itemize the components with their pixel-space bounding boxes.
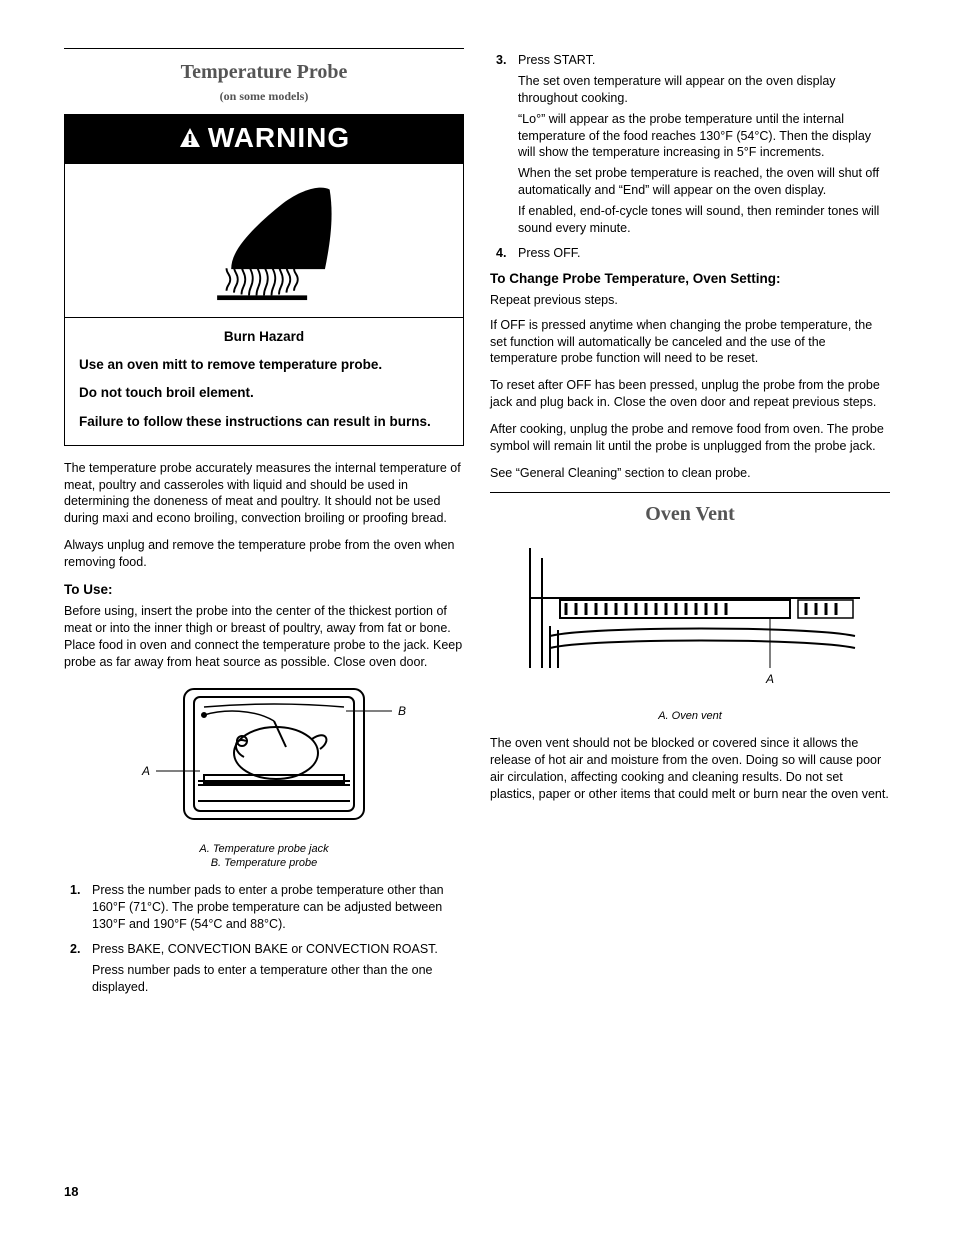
oven-vent-diagram-icon: A — [510, 538, 870, 698]
figure-caption-b: B. Temperature probe — [211, 857, 318, 869]
to-use-body: Before using, insert the probe into the … — [64, 603, 464, 671]
to-use-heading: To Use: — [64, 581, 464, 599]
warning-line-3: Failure to follow these instructions can… — [79, 413, 449, 431]
steps-list-right: Press START. The set oven temperature wi… — [490, 52, 890, 262]
vent-figure-caption: A. Oven vent — [490, 709, 890, 723]
figure-label-a: A — [141, 764, 150, 778]
warning-illustration — [65, 164, 463, 317]
warning-box: WARNING — [64, 114, 464, 446]
warning-line-1: Use an oven mitt to remove temperature p… — [79, 356, 449, 374]
change-p4: After cooking, unplug the probe and remo… — [490, 421, 890, 455]
change-p5: See “General Cleaning” section to clean … — [490, 465, 890, 482]
vent-body: The oven vent should not be blocked or c… — [490, 735, 890, 803]
change-p3: To reset after OFF has been pressed, unp… — [490, 377, 890, 411]
change-p2: If OFF is pressed anytime when changing … — [490, 317, 890, 368]
burn-hazard-title: Burn Hazard — [79, 328, 449, 346]
step-3-a: Press START. — [518, 53, 595, 67]
warning-line-2: Do not touch broil element. — [79, 384, 449, 402]
page-number: 18 — [64, 1183, 78, 1201]
step-2-text-b: Press number pads to enter a temperature… — [92, 962, 464, 996]
probe-figure: A B — [64, 681, 464, 836]
left-column: Temperature Probe (on some models) WARNI… — [64, 48, 464, 1003]
intro-paragraph-2: Always unplug and remove the temperature… — [64, 537, 464, 571]
right-column: Press START. The set oven temperature wi… — [490, 48, 890, 1003]
step-4: Press OFF. — [490, 245, 890, 262]
steps-list-left: Press the number pads to enter a probe t… — [64, 882, 464, 995]
warning-body: Burn Hazard Use an oven mitt to remove t… — [65, 318, 463, 445]
warning-header-text: WARNING — [178, 119, 350, 157]
step-3-c: “Lo°” will appear as the probe temperatu… — [518, 111, 890, 162]
two-column-layout: Temperature Probe (on some models) WARNI… — [64, 48, 890, 1003]
figure-label-b: B — [398, 704, 406, 718]
section-title-oven-vent: Oven Vent — [490, 501, 890, 528]
rule-above-vent — [490, 492, 890, 493]
section-title-temp-probe: Temperature Probe — [64, 59, 464, 86]
step-1: Press the number pads to enter a probe t… — [64, 882, 464, 933]
vent-figure-label-a: A — [765, 672, 774, 686]
intro-paragraph-1: The temperature probe accurately measure… — [64, 460, 464, 528]
warning-header: WARNING — [65, 115, 463, 164]
figure-caption-a: A. Temperature probe jack — [199, 843, 328, 855]
step-1-text: Press the number pads to enter a probe t… — [92, 883, 444, 931]
section-subtitle-temp-probe: (on some models) — [64, 88, 464, 104]
step-2: Press BAKE, CONVECTION BAKE or CONVECTIO… — [64, 941, 464, 996]
vent-figure: A — [490, 538, 890, 703]
rule-top-left — [64, 48, 464, 49]
page: Temperature Probe (on some models) WARNI… — [0, 0, 954, 1235]
step-2-text-a: Press BAKE, CONVECTION BAKE or CONVECTIO… — [92, 942, 438, 956]
change-p1: Repeat previous steps. — [490, 292, 890, 309]
alert-triangle-icon — [178, 126, 202, 150]
step-3-e: If enabled, end-of-cycle tones will soun… — [518, 203, 890, 237]
burn-hazard-icon — [189, 176, 339, 306]
step-3-d: When the set probe temperature is reache… — [518, 165, 890, 199]
probe-figure-caption: A. Temperature probe jack B. Temperature… — [64, 842, 464, 871]
step-4-text: Press OFF. — [518, 246, 581, 260]
oven-probe-diagram-icon: A B — [114, 681, 414, 831]
step-3: Press START. The set oven temperature wi… — [490, 52, 890, 237]
change-probe-heading: To Change Probe Temperature, Oven Settin… — [490, 270, 890, 288]
warning-word: WARNING — [208, 119, 350, 157]
step-3-b: The set oven temperature will appear on … — [518, 73, 890, 107]
